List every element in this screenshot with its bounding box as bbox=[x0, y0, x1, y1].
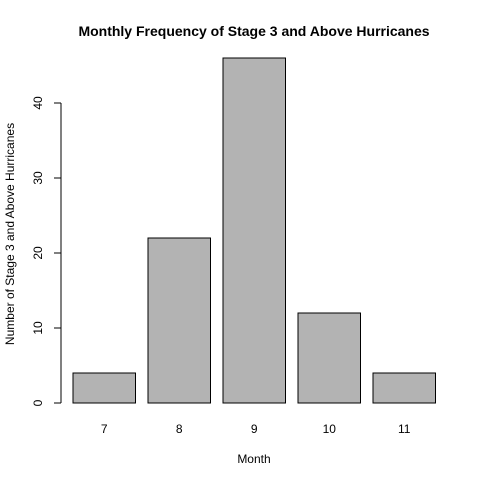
x-tick-label: 8 bbox=[176, 422, 183, 436]
x-tick-labels: 7 8 9 10 11 bbox=[101, 422, 411, 436]
bar-11 bbox=[372, 372, 436, 404]
y-axis-label: Number of Stage 3 and Above Hurricanes bbox=[3, 123, 17, 345]
chart-title: Monthly Frequency of Stage 3 and Above H… bbox=[78, 23, 429, 39]
y-tick-label: 10 bbox=[31, 321, 45, 335]
bar-7 bbox=[72, 372, 136, 404]
bar-9 bbox=[222, 57, 286, 404]
y-tick-label: 30 bbox=[31, 171, 45, 185]
bars-group bbox=[72, 57, 436, 404]
x-tick-label: 7 bbox=[101, 422, 108, 436]
bar-10 bbox=[297, 312, 361, 404]
x-tick-label: 10 bbox=[323, 422, 337, 436]
x-tick-label: 9 bbox=[251, 422, 258, 436]
y-tick-label: 20 bbox=[31, 246, 45, 260]
bar-8 bbox=[147, 237, 211, 404]
x-tick-label: 11 bbox=[398, 422, 411, 436]
x-axis-label: Month bbox=[237, 452, 270, 466]
y-tick-label: 0 bbox=[31, 399, 45, 406]
y-axis: 0 10 20 30 40 bbox=[31, 96, 62, 406]
y-tick-label: 40 bbox=[31, 96, 45, 110]
